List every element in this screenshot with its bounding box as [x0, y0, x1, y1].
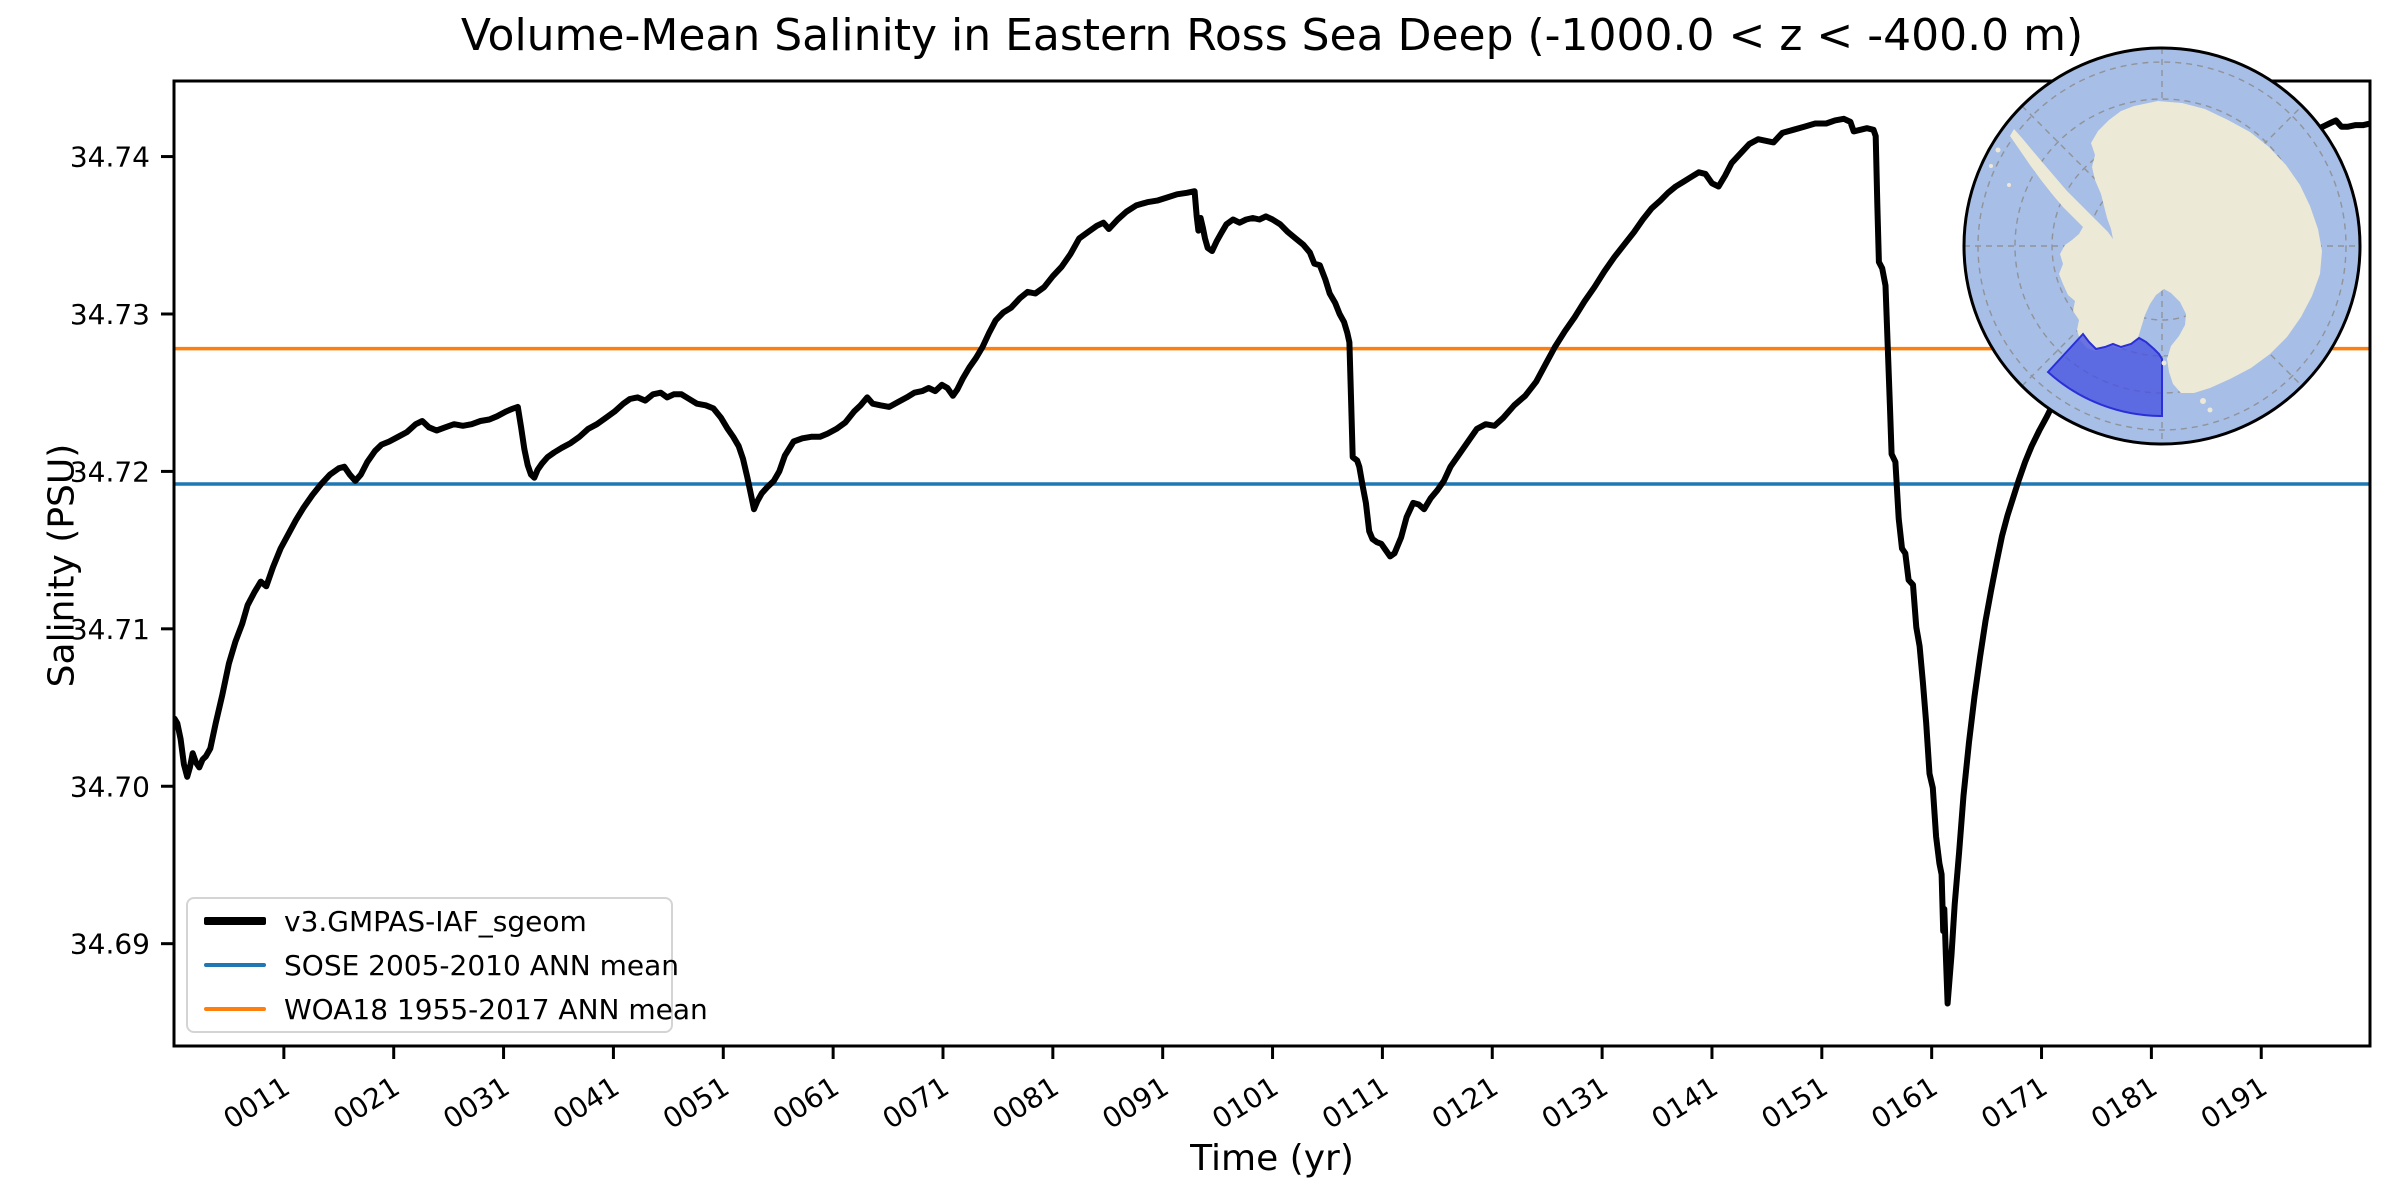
x-tick-label: 0011 — [218, 1070, 296, 1136]
y-tick-label: 34.70 — [70, 770, 150, 803]
x-tick-label: 0091 — [1096, 1070, 1174, 1136]
x-tick-label: 0161 — [1865, 1070, 1943, 1136]
y-tick-label: 34.69 — [70, 928, 150, 961]
x-tick-label: 0111 — [1316, 1070, 1394, 1136]
x-tick-label: 0151 — [1756, 1070, 1834, 1136]
x-tick-label: 0191 — [2195, 1070, 2273, 1136]
legend-label: v3.GMPAS-IAF_sgeom — [284, 904, 587, 938]
x-tick-label: 0031 — [437, 1070, 515, 1136]
antarctica-inset-map — [1962, 46, 2362, 446]
x-tick-label: 0141 — [1646, 1070, 1724, 1136]
x-tick-label: 0171 — [1975, 1070, 2053, 1136]
island — [2207, 407, 2213, 413]
x-tick-label: 0071 — [877, 1070, 955, 1136]
island — [2200, 398, 2206, 404]
x-tick-label: 0181 — [2085, 1070, 2163, 1136]
legend-line-swatch — [204, 1007, 266, 1011]
legend-item: SOSE 2005-2010 ANN mean — [188, 943, 679, 987]
x-tick-label: 0061 — [767, 1070, 845, 1136]
y-axis-label: Salinity (PSU) — [41, 443, 83, 688]
legend-label: WOA18 1955-2017 ANN mean — [284, 992, 708, 1026]
axes-frame — [172, 79, 2372, 1048]
y-tick-label: 34.71 — [70, 613, 150, 646]
x-tick-label: 0041 — [547, 1070, 625, 1136]
map-border — [1962, 46, 2362, 446]
x-tick-label: 0101 — [1206, 1070, 1284, 1136]
legend-label: SOSE 2005-2010 ANN mean — [284, 948, 680, 982]
island — [1995, 147, 2001, 153]
x-tick-label: 0051 — [657, 1070, 735, 1136]
y-tick-label: 34.73 — [70, 298, 150, 331]
eastern-ross-sea-region — [2046, 332, 2163, 418]
island — [2007, 183, 2011, 187]
x-axis-label: Time (yr) — [1190, 1138, 1354, 1179]
legend: v3.GMPAS-IAF_sgeom SOSE 2005-2010 ANN mea… — [186, 897, 708, 1033]
x-tick-label: 0021 — [327, 1070, 405, 1136]
island — [2161, 360, 2167, 366]
legend-item: WOA18 1955-2017 ANN mean — [188, 987, 708, 1031]
legend-line-swatch — [204, 963, 266, 967]
legend-line-swatch — [204, 917, 266, 925]
y-tick-label: 34.74 — [70, 141, 150, 174]
antarctica-landmass — [2010, 101, 2322, 393]
island — [1989, 164, 1993, 168]
legend-item: v3.GMPAS-IAF_sgeom — [188, 899, 671, 943]
x-tick-label: 0121 — [1426, 1070, 1504, 1136]
x-tick-label: 0131 — [1536, 1070, 1614, 1136]
chart-title: Volume-Mean Salinity in Eastern Ross Sea… — [460, 10, 2084, 61]
x-tick-label: 0081 — [987, 1070, 1065, 1136]
y-tick-label: 34.72 — [70, 455, 150, 488]
data-series-line — [174, 115, 2370, 1007]
